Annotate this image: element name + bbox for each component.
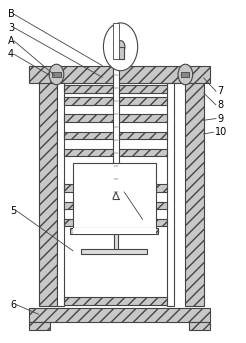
Text: 10: 10 xyxy=(215,127,227,137)
Text: 5: 5 xyxy=(11,206,17,216)
Text: 9: 9 xyxy=(217,114,223,123)
Bar xyxy=(64,218,167,226)
Text: A: A xyxy=(8,36,15,46)
Circle shape xyxy=(103,23,138,71)
Bar xyxy=(73,227,155,234)
Bar xyxy=(81,249,147,254)
Bar xyxy=(113,23,119,59)
Bar xyxy=(64,90,167,103)
Bar xyxy=(64,85,167,93)
Bar xyxy=(29,308,210,322)
Bar xyxy=(114,234,118,249)
Bar xyxy=(64,115,167,122)
Bar xyxy=(189,322,210,330)
Bar xyxy=(181,72,189,77)
Bar xyxy=(57,83,64,306)
Text: 4: 4 xyxy=(8,49,14,59)
Text: 6: 6 xyxy=(11,300,16,310)
Text: 3: 3 xyxy=(8,23,14,33)
Bar xyxy=(64,149,167,156)
Bar xyxy=(39,78,57,306)
Bar xyxy=(29,322,50,330)
Circle shape xyxy=(116,41,125,53)
Bar xyxy=(64,297,167,305)
Text: 7: 7 xyxy=(217,86,223,96)
Bar xyxy=(64,103,167,192)
Bar xyxy=(64,131,167,139)
Bar xyxy=(64,185,167,192)
Bar xyxy=(64,97,167,105)
Circle shape xyxy=(178,64,193,85)
Bar xyxy=(64,202,167,209)
Bar xyxy=(167,83,174,306)
Bar xyxy=(117,47,124,59)
Bar xyxy=(73,163,156,229)
Bar xyxy=(113,62,119,192)
Circle shape xyxy=(49,64,64,85)
Bar xyxy=(185,78,204,306)
Text: 8: 8 xyxy=(217,100,223,110)
Bar xyxy=(29,66,210,83)
Bar xyxy=(70,227,158,234)
Bar xyxy=(52,72,61,77)
Text: B: B xyxy=(8,9,15,19)
